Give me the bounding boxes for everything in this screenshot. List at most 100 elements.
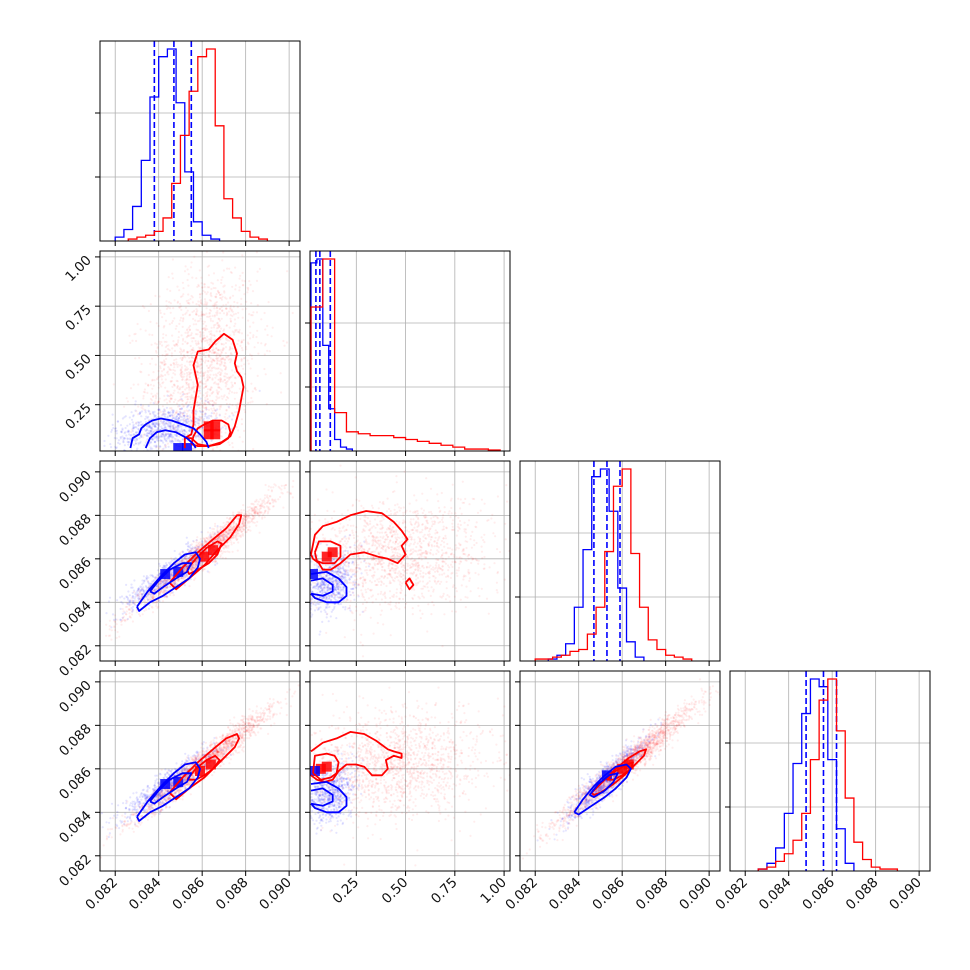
sample-point [185, 336, 188, 339]
sample-point [220, 357, 223, 360]
sample-point [200, 543, 203, 546]
sample-point [219, 534, 222, 537]
sample-point [229, 306, 232, 309]
sample-point [219, 427, 222, 430]
sample-point [247, 516, 250, 519]
sample-point [244, 519, 247, 522]
sample-point [250, 357, 254, 360]
sample-point [224, 385, 227, 388]
sample-point [179, 305, 182, 308]
sample-point [188, 556, 191, 559]
sample-point [238, 331, 241, 334]
sample-point [225, 535, 228, 538]
sample-point [158, 375, 161, 378]
sample-point [216, 367, 219, 370]
sample-point [126, 440, 129, 443]
sample-point [237, 541, 240, 544]
sample-point [274, 498, 277, 501]
sample-point [248, 353, 252, 356]
sample-point [198, 371, 201, 375]
sample-point [233, 397, 236, 400]
sample-point [154, 436, 157, 439]
sample-point [136, 447, 139, 450]
sample-point [173, 317, 176, 320]
sample-point [209, 473, 211, 475]
sample-point [165, 562, 168, 565]
sample-point [167, 390, 170, 393]
sample-point [246, 359, 249, 362]
sample-point [179, 347, 182, 350]
sample-point [161, 581, 164, 584]
sample-point [192, 391, 196, 394]
sample-point [209, 535, 212, 539]
sample-point [206, 570, 209, 573]
sample-point [231, 374, 235, 377]
sample-point [202, 352, 205, 355]
sample-point [186, 332, 189, 335]
sample-point [154, 414, 157, 418]
sample-point [171, 417, 174, 420]
sample-point [227, 520, 230, 523]
sample-point [166, 390, 169, 393]
sample-point [149, 430, 152, 433]
sample-point [231, 330, 234, 333]
sample-point [186, 573, 189, 577]
sample-point [181, 560, 184, 563]
sample-point [172, 392, 175, 395]
sample-point [199, 436, 202, 439]
sample-point [202, 374, 206, 377]
sample-point [184, 331, 187, 334]
sample-point [134, 400, 137, 403]
sample-point [249, 520, 252, 523]
sample-point [215, 543, 218, 546]
sample-point [146, 424, 149, 427]
sample-point [197, 329, 200, 332]
sample-point [191, 566, 195, 569]
sample-point [166, 353, 169, 356]
sample-point [218, 535, 221, 539]
sample-point [307, 469, 309, 471]
sample-point [224, 368, 227, 371]
sample-point [117, 482, 119, 484]
sample-point [199, 300, 202, 303]
sample-point [178, 364, 182, 367]
sample-point [146, 434, 149, 437]
sample-point [219, 377, 222, 380]
sample-point [127, 441, 131, 444]
sample-point [251, 290, 255, 293]
sample-point [193, 354, 196, 357]
sample-point [167, 306, 170, 309]
sample-point [251, 513, 254, 517]
sample-point [165, 586, 168, 589]
sample-point [87, 381, 89, 383]
sample-point [173, 383, 176, 386]
contour-line [144, 429, 197, 449]
sample-point [224, 557, 227, 560]
sample-point [171, 440, 174, 443]
sample-point [183, 372, 186, 375]
sample-point [134, 593, 137, 596]
sample-point [218, 325, 221, 328]
sample-point [169, 397, 172, 400]
sample-point [149, 440, 153, 444]
sample-point [205, 385, 208, 388]
sample-point [149, 401, 152, 404]
sample-point [206, 419, 209, 422]
sample-point [145, 577, 149, 580]
sample-point [186, 392, 189, 395]
sample-point [152, 579, 155, 582]
sample-point [177, 412, 180, 416]
sample-point [222, 539, 225, 542]
sample-point [207, 401, 210, 404]
sample-point [158, 409, 161, 412]
sample-point [227, 544, 230, 547]
sample-point [174, 418, 178, 421]
sample-point [158, 422, 161, 425]
sample-point [156, 435, 159, 438]
sample-point [193, 546, 196, 549]
sample-point [146, 598, 149, 601]
sample-point [134, 599, 137, 602]
sample-point [140, 415, 143, 418]
sample-point [197, 475, 199, 477]
sample-point [159, 410, 162, 413]
